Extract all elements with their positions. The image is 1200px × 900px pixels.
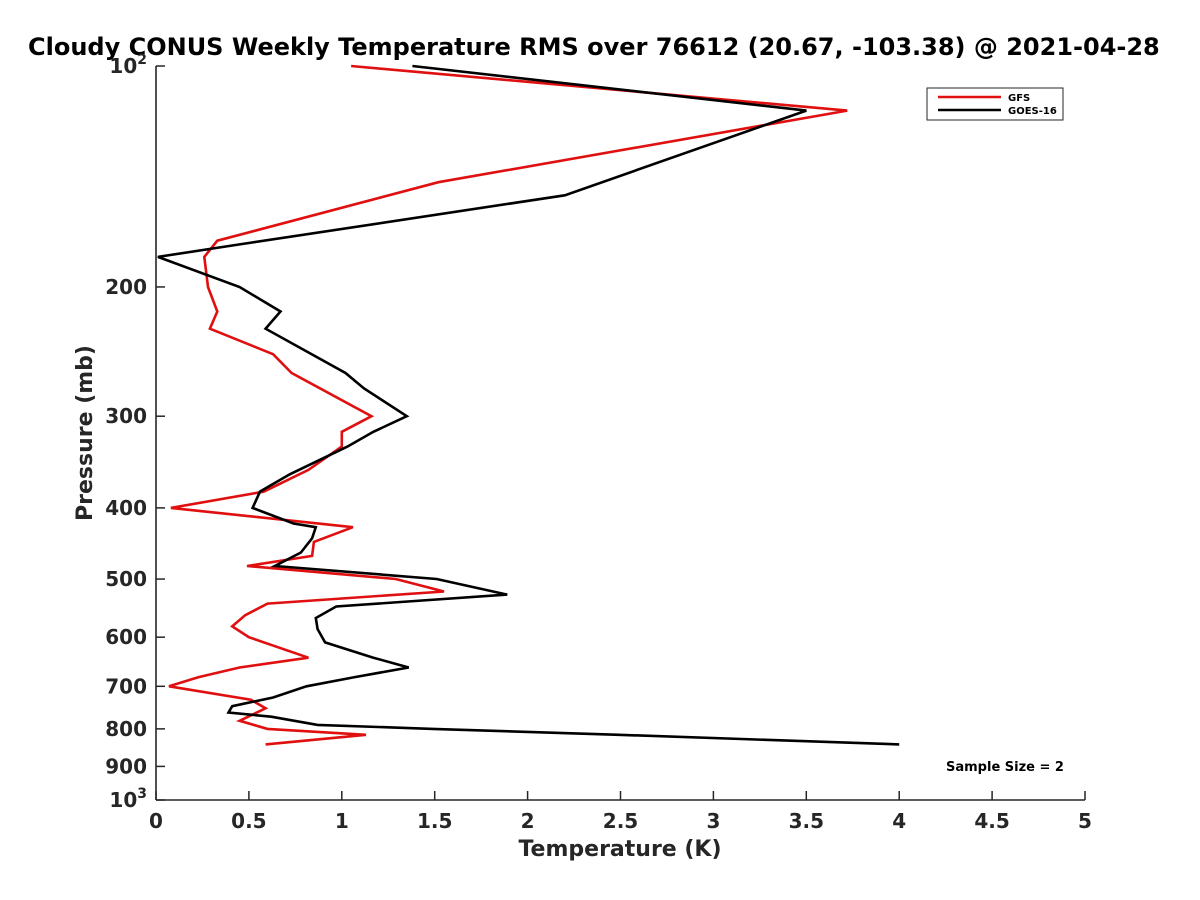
x-tick-label: 4.5 — [974, 809, 1009, 833]
x-tick-label: 2.5 — [603, 809, 638, 833]
x-tick-label: 1 — [335, 809, 349, 833]
y-tick-label: 102 — [109, 52, 147, 78]
x-tick-label: 3.5 — [789, 809, 824, 833]
y-tick-label: 103 — [109, 786, 147, 812]
legend-box — [926, 87, 1064, 121]
x-tick-label: 4 — [892, 809, 906, 833]
x-ticks: 0 0.5 1 1.5 2 2.5 3 3.5 4 4.5 5 — [149, 791, 1092, 833]
x-tick-label: 2 — [521, 809, 535, 833]
legend: GFS GOES-16 — [926, 87, 1064, 121]
legend-label: GOES-16 — [1008, 106, 1057, 117]
y-tick-label: 300 — [105, 404, 147, 428]
x-tick-label: 5 — [1078, 809, 1092, 833]
x-tick-label: 1.5 — [417, 809, 452, 833]
x-tick-label: 0.5 — [231, 809, 266, 833]
x-axis-label: Temperature (K) — [518, 837, 721, 862]
sample-size-annotation: Sample Size = 2 — [946, 760, 1064, 775]
y-tick-label: 900 — [105, 754, 147, 778]
y-axis-label: Pressure (mb) — [73, 345, 98, 521]
series-layer — [157, 64, 900, 746]
y-tick-label: 800 — [105, 717, 147, 741]
y-ticks: 102 200 300 400 500 600 700 800 900 103 — [105, 52, 165, 812]
y-tick-label: 700 — [105, 674, 147, 698]
legend-label: GFS — [1008, 93, 1030, 104]
x-tick-label: 0 — [149, 809, 163, 833]
chart-title: Cloudy CONUS Weekly Temperature RMS over… — [28, 33, 1160, 61]
y-tick-label: 400 — [105, 496, 147, 520]
x-tick-label: 3 — [706, 809, 720, 833]
series-line-gfs — [168, 64, 848, 746]
y-tick-label: 200 — [105, 275, 147, 299]
series-line-goes-16 — [157, 64, 900, 746]
y-tick-label: 500 — [105, 567, 147, 591]
y-tick-label: 600 — [105, 625, 147, 649]
